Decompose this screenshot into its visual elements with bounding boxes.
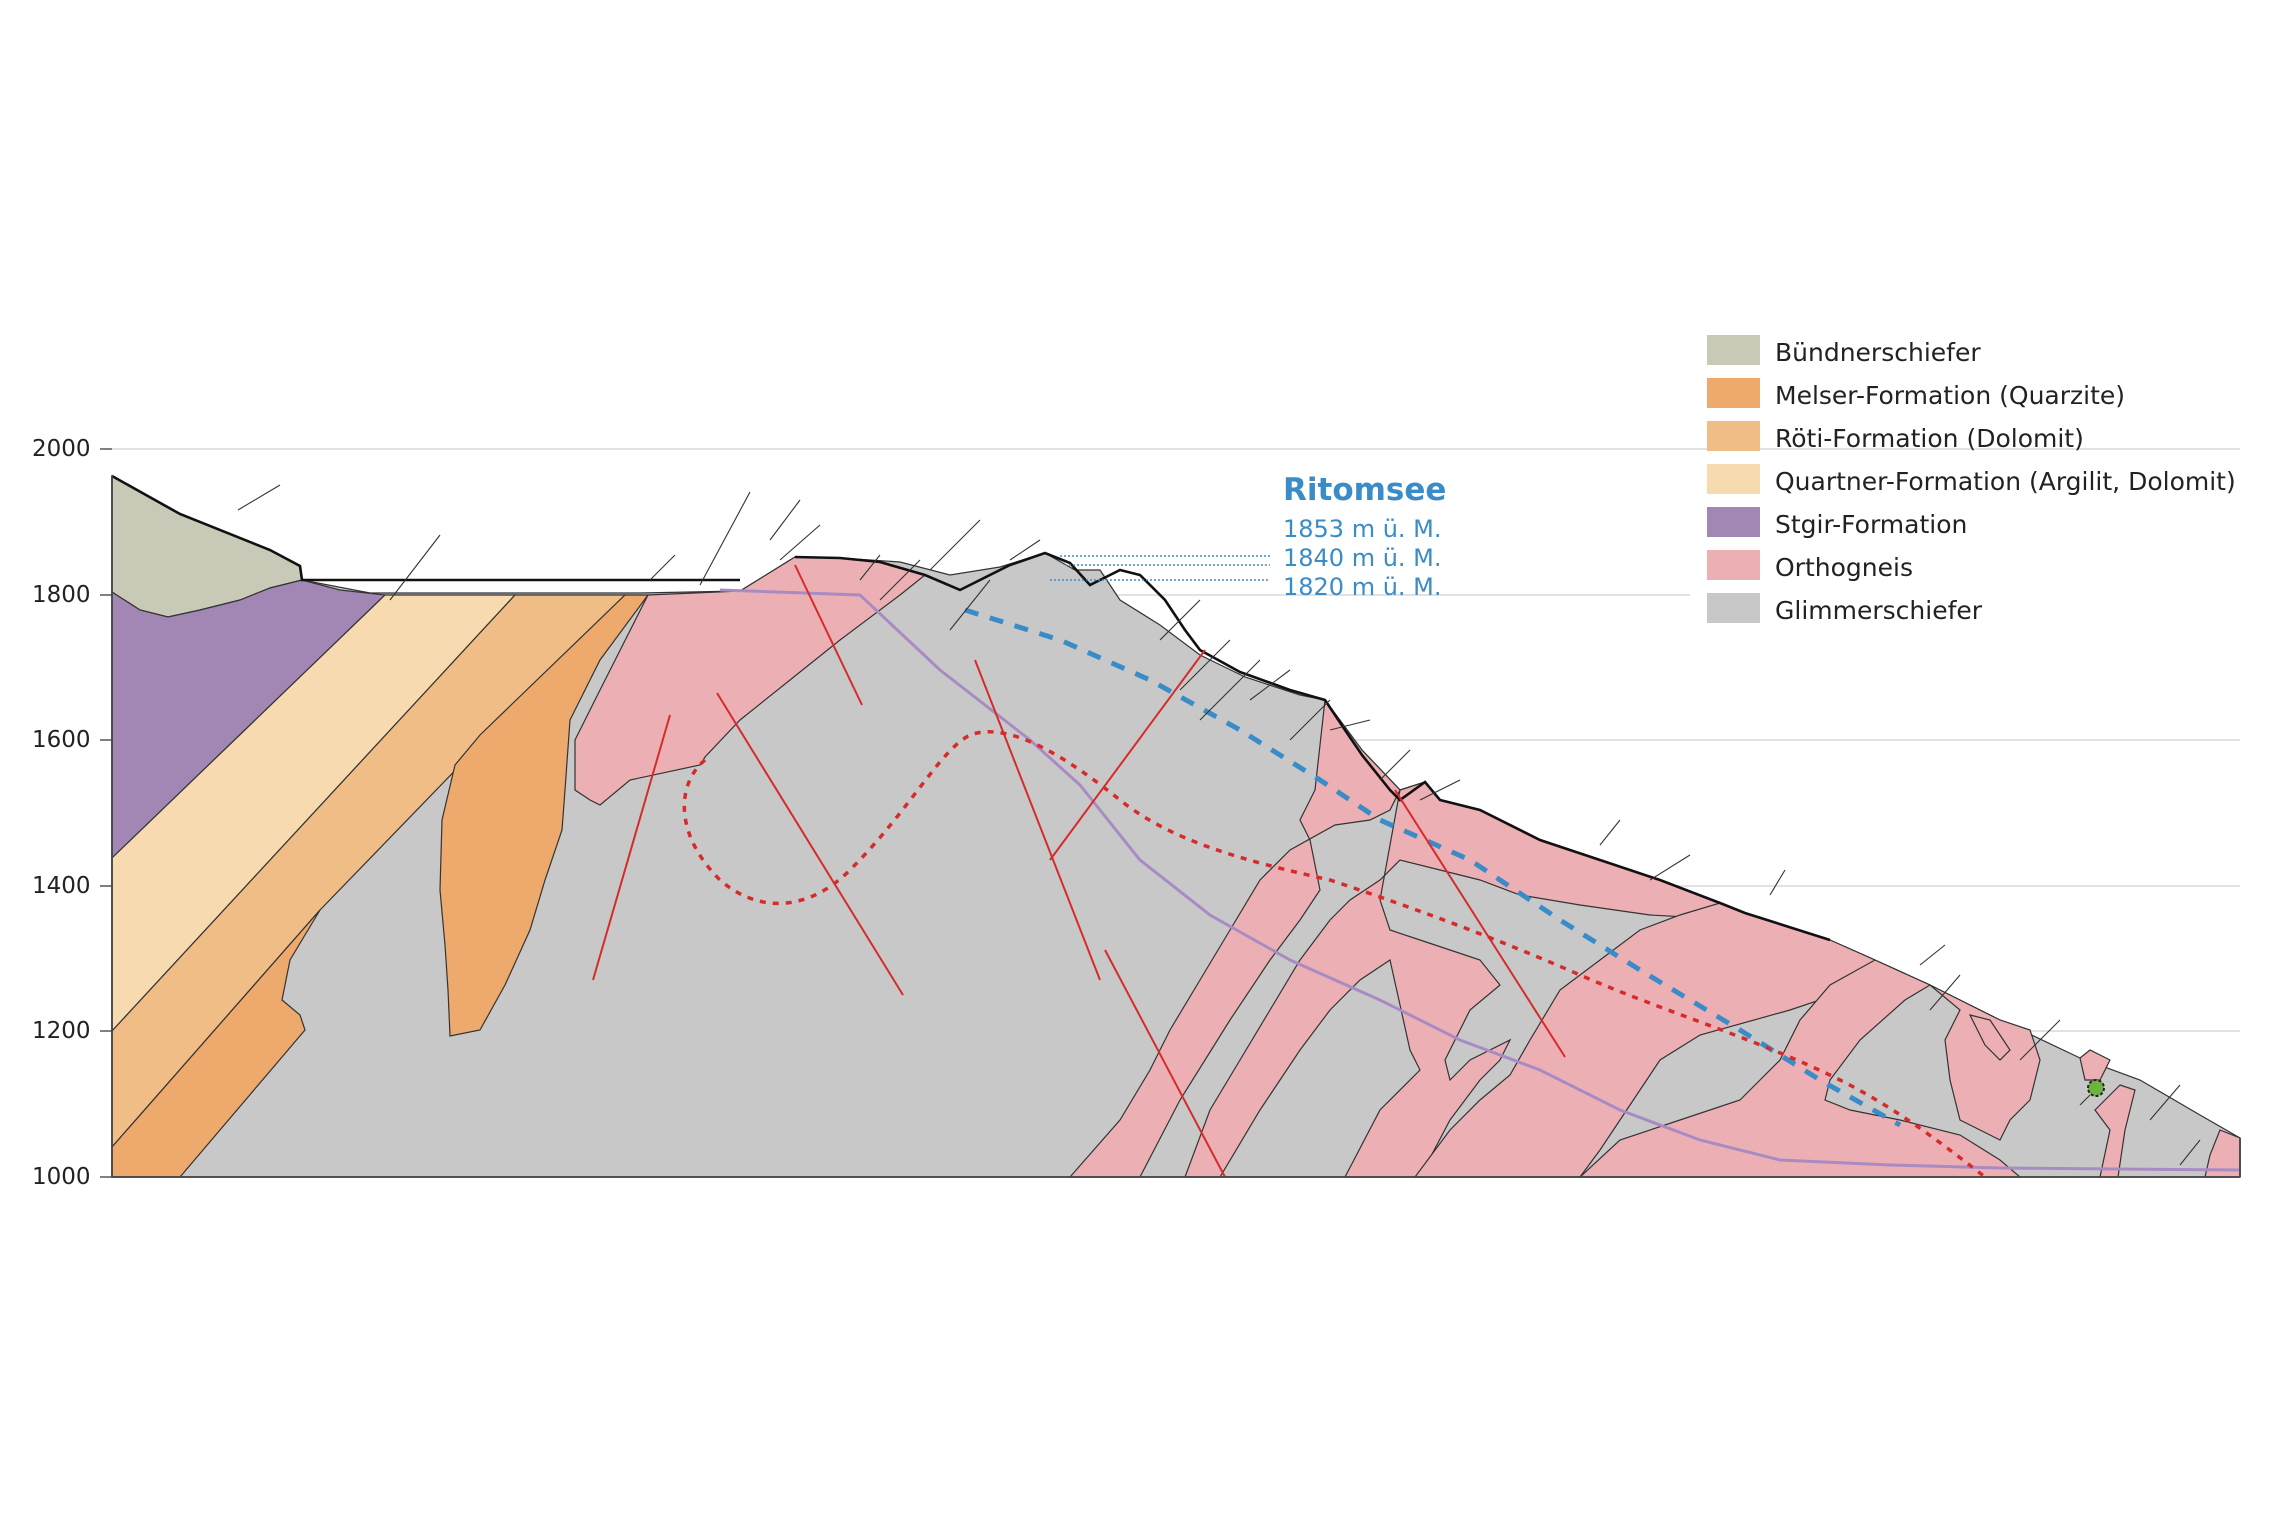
tick-label-1400: 1400 [32,873,91,899]
legend-label: Bündnerschiefer [1775,338,1981,367]
unit-orthogneis-slope-a [1068,698,1401,1178]
fault-6 [1104,949,1226,1178]
unit-orthogneis-lens-right [2079,1049,2111,1081]
lake-title: Ritomsee [1283,472,1446,508]
legend-label: Glimmerschiefer [1775,596,1983,625]
legend-item-orthogneis: Orthogneis [1707,550,1913,582]
lake-level-1853: 1853 m ü. M. [1283,515,1442,543]
legend-swatch [1707,421,1760,451]
fault-4 [974,659,1101,981]
y-axis: 2000 1800 1600 1400 1200 1000 [32,436,112,1190]
legend-item-stgir: Stgir-Formation [1707,507,1967,539]
legend-label: Orthogneis [1775,553,1913,582]
faults [592,564,1566,1178]
legend-item-buendnerschiefer: Bündnerschiefer [1707,335,1981,367]
fault-3 [794,564,863,706]
tunnel-line [719,588,2241,1172]
legend: Bündnerschiefer Melser-Formation (Quarzi… [1707,335,2236,625]
legend-swatch [1707,335,1760,365]
legend-swatch [1707,550,1760,580]
site-marker-icon [2087,1079,2105,1097]
section-frame [111,476,2241,1178]
red-dotted-line [682,730,1987,1179]
lake-level-1820: 1820 m ü. M. [1283,573,1442,601]
legend-item-melser: Melser-Formation (Quarzite) [1707,378,2125,410]
unit-orthogneis-lens-small [1968,1014,2011,1061]
legend-label: Stgir-Formation [1775,510,1967,539]
unit-orthogneis-slope-e [1929,984,2041,1141]
unit-melser-upper [439,594,650,1037]
legend-label: Röti-Formation (Dolomit) [1775,424,2084,453]
dip-markers [237,484,2201,1166]
lake-level-1840: 1840 m ü. M. [1283,544,1442,572]
legend-item-glimmerschiefer: Glimmerschiefer [1707,593,1983,625]
fault-1 [592,714,671,981]
legend-item-quartner: Quartner-Formation (Argilit, Dolomit) [1707,464,2236,496]
legend-label: Quartner-Formation (Argilit, Dolomit) [1775,467,2236,496]
tick-label-1600: 1600 [32,727,91,753]
tick-label-1800: 1800 [32,582,91,608]
legend-label: Melser-Formation (Quarzite) [1775,381,2125,410]
legend-swatch [1707,378,1760,408]
tick-label-2000: 2000 [32,436,91,462]
lake-level-lines [1050,555,1270,581]
fault-2 [716,692,904,996]
fault-7 [1394,789,1566,1058]
tick-label-1000: 1000 [32,1164,91,1190]
legend-swatch [1707,593,1760,623]
tick-label-1200: 1200 [32,1018,91,1044]
fault-5 [1049,649,1206,861]
topography-outline [111,474,1831,942]
legend-swatch [1707,464,1760,494]
legend-item-roeti: Röti-Formation (Dolomit) [1707,421,2084,453]
legend-swatch [1707,507,1760,537]
